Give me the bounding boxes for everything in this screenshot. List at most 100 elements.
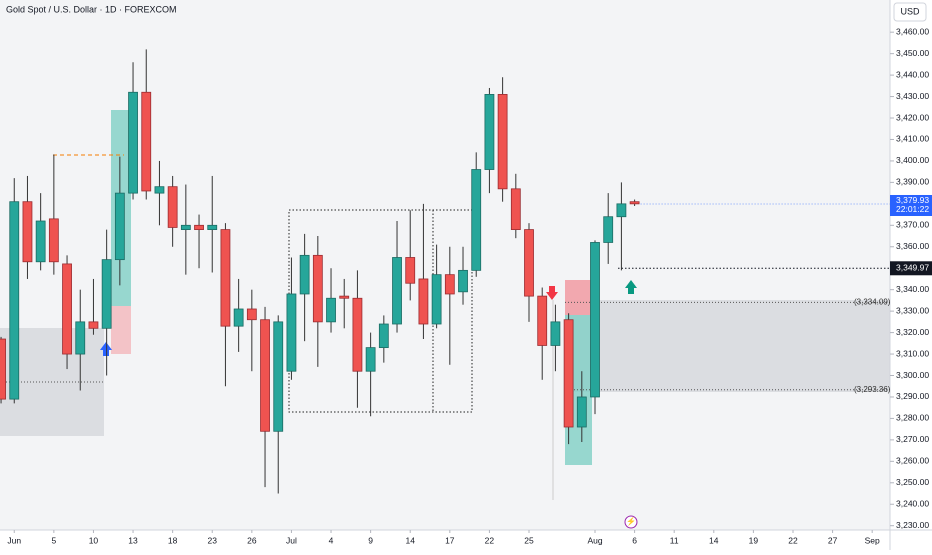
- candle-body: [207, 224, 218, 230]
- level-label: (3,334.09): [854, 297, 891, 306]
- event-icon: [624, 515, 638, 529]
- candle-body: [365, 347, 376, 372]
- price-tag: [890, 261, 932, 276]
- candle-body: [378, 323, 389, 349]
- zone: [565, 300, 890, 392]
- candle-body: [35, 220, 46, 263]
- y-tick-label: 3,260.00: [896, 456, 929, 466]
- x-tick-label: 6: [632, 535, 637, 545]
- x-tick-label: 13: [128, 535, 138, 545]
- y-tick-label: 3,310.00: [896, 348, 929, 358]
- candle-body: [339, 295, 350, 299]
- candle-body: [75, 321, 86, 355]
- zone: [111, 306, 131, 354]
- candle-body: [590, 242, 600, 398]
- candle-body: [0, 338, 6, 400]
- chart-title: Gold Spot / U.S. Dollar · 1D · FOREXCOM: [6, 4, 177, 14]
- y-tick-label: 3,420.00: [896, 112, 929, 122]
- y-tick-label: 3,430.00: [896, 91, 929, 101]
- candle-body: [603, 216, 614, 243]
- y-tick-label: 3,270.00: [896, 434, 929, 444]
- y-tick-label: 3,290.00: [896, 391, 929, 401]
- x-tick-label: 9: [368, 535, 373, 545]
- candle-body: [550, 321, 561, 346]
- x-tick-label: Jul: [286, 535, 297, 545]
- y-tick-label: 3,360.00: [896, 241, 929, 251]
- y-tick-label: 3,250.00: [896, 477, 929, 487]
- y-tick-label: 3,370.00: [896, 220, 929, 230]
- x-tick-label: 10: [89, 535, 99, 545]
- candle-body: [273, 321, 284, 432]
- y-tick-label: 3,300.00: [896, 370, 929, 380]
- candle-body: [9, 201, 20, 400]
- x-tick-label: 25: [524, 535, 534, 545]
- x-tick-label: 23: [208, 535, 218, 545]
- x-tick-label: 22: [485, 535, 495, 545]
- candle-body: [246, 308, 257, 321]
- y-tick-label: 3,460.00: [896, 26, 929, 36]
- candle-body: [220, 229, 231, 327]
- y-tick-label: 3,240.00: [896, 499, 929, 509]
- price-tag: [890, 194, 932, 216]
- x-tick-label: 26: [247, 535, 257, 545]
- price-tag-label: 3,379.93: [896, 195, 929, 205]
- candle-body: [510, 188, 521, 230]
- candle-body: [497, 94, 508, 190]
- y-tick-label: 3,400.00: [896, 155, 929, 165]
- y-tick-label: 3,410.00: [896, 134, 929, 144]
- candle-body: [576, 396, 587, 428]
- candle-body: [194, 224, 204, 230]
- x-tick-label: 18: [168, 535, 178, 545]
- candle-body: [471, 169, 482, 271]
- x-tick-label: 17: [445, 535, 455, 545]
- candle-body: [312, 254, 323, 323]
- x-tick-label: 19: [749, 535, 759, 545]
- y-tick-label: 3,440.00: [896, 69, 929, 79]
- candle-body: [418, 278, 429, 325]
- candle-body: [563, 319, 574, 428]
- x-tick-label: Aug: [587, 535, 602, 545]
- price-tag-label: 3,349.97: [896, 263, 929, 273]
- candle-body: [299, 254, 310, 295]
- x-tick-label: 11: [670, 535, 679, 545]
- plot-bg: [0, 0, 890, 530]
- x-tick-label: 14: [405, 535, 415, 545]
- candle-body: [326, 297, 336, 323]
- y-tick-label: 3,330.00: [896, 305, 929, 315]
- candle-body: [88, 321, 99, 329]
- x-tick-label: Jun: [7, 535, 21, 545]
- candle-body: [233, 308, 244, 327]
- candle-body: [431, 274, 442, 325]
- candle-body: [128, 91, 138, 194]
- x-tick-label: 22: [788, 535, 798, 545]
- event-icon: ⚡: [626, 516, 636, 526]
- candle-body: [114, 192, 125, 261]
- arrow-up: [625, 280, 637, 294]
- candle-body: [154, 186, 165, 194]
- candle-body: [524, 229, 534, 297]
- currency-box[interactable]: [893, 2, 927, 22]
- candle-body: [180, 224, 191, 230]
- candle-body: [616, 203, 627, 218]
- candle-body: [484, 94, 495, 170]
- y-tick-label: 3,320.00: [896, 327, 929, 337]
- candle-body: [22, 201, 33, 263]
- x-tick-label: 27: [828, 535, 838, 545]
- y-tick-label: 3,390.00: [896, 177, 929, 187]
- candle-body: [405, 257, 416, 284]
- candle-body: [62, 263, 72, 355]
- x-tick-label: Sep: [865, 535, 880, 545]
- candle-body: [444, 274, 455, 295]
- currency[interactable]: USD: [900, 6, 920, 16]
- candle-body: [167, 186, 178, 228]
- candle-body: [48, 218, 59, 263]
- countdown: 22:01:22: [896, 204, 929, 214]
- zone: [565, 280, 592, 315]
- level-label: (3,293.36): [854, 385, 891, 394]
- candle-body: [352, 297, 363, 372]
- arrow-up: [100, 342, 112, 356]
- x-tick-label: 5: [51, 535, 56, 545]
- y-tick-label: 3,340.00: [896, 284, 929, 294]
- x-tick-label: 14: [709, 535, 719, 545]
